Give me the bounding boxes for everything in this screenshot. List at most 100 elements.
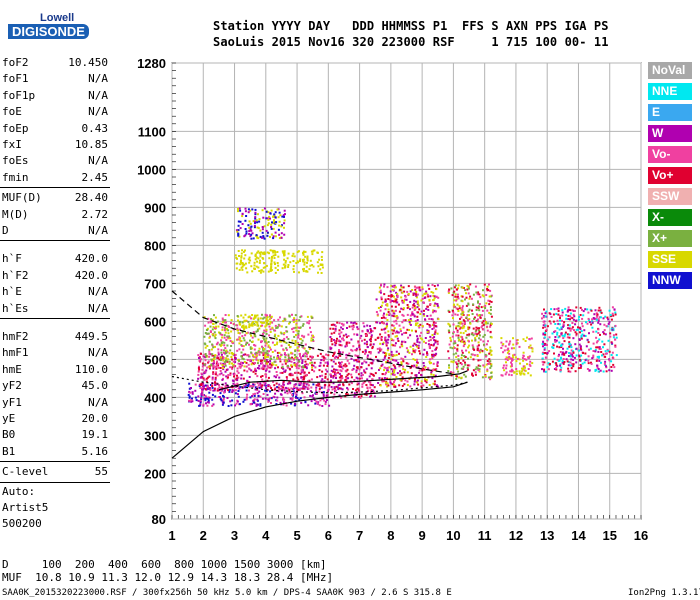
echo-point bbox=[558, 359, 561, 362]
echo-point bbox=[462, 332, 465, 335]
echo-point bbox=[335, 372, 337, 375]
echo-point bbox=[542, 340, 545, 343]
param-name: h`Es bbox=[2, 301, 29, 315]
echo-point bbox=[283, 251, 286, 254]
echo-point bbox=[201, 390, 204, 393]
echo-point bbox=[567, 306, 570, 309]
echo-point bbox=[251, 208, 254, 211]
echo-point bbox=[340, 326, 343, 329]
echo-point bbox=[253, 224, 256, 227]
echo-point bbox=[197, 373, 200, 376]
echo-point bbox=[258, 390, 261, 393]
echo-point bbox=[321, 355, 324, 358]
echo-point bbox=[456, 295, 459, 298]
echo-point bbox=[252, 317, 255, 320]
echo-point bbox=[565, 350, 568, 353]
echo-point bbox=[270, 223, 273, 226]
echo-point bbox=[584, 308, 587, 311]
echo-point bbox=[477, 314, 480, 317]
echo-point bbox=[309, 390, 312, 393]
echo-point bbox=[430, 291, 433, 293]
echo-point bbox=[213, 387, 216, 390]
echo-point bbox=[339, 362, 342, 365]
echo-point bbox=[284, 260, 287, 262]
param-name: foF1p bbox=[2, 88, 36, 102]
echo-point bbox=[244, 254, 247, 257]
echo-point bbox=[302, 370, 305, 373]
echo-point bbox=[255, 351, 258, 354]
echo-point bbox=[543, 308, 545, 311]
echo-point bbox=[296, 346, 299, 349]
echo-point bbox=[469, 283, 472, 286]
echo-point bbox=[583, 334, 586, 337]
echo-point bbox=[275, 327, 278, 329]
echo-point bbox=[521, 367, 523, 370]
echo-point bbox=[284, 354, 287, 356]
echo-point bbox=[581, 362, 584, 365]
param-row: foEp 0.43 bbox=[2, 121, 108, 137]
echo-point bbox=[311, 316, 314, 319]
echo-point bbox=[249, 346, 252, 349]
echo-point bbox=[390, 295, 393, 298]
echo-point bbox=[431, 357, 434, 360]
echo-point bbox=[274, 216, 277, 219]
echo-point bbox=[256, 386, 259, 389]
echo-point bbox=[609, 314, 612, 317]
echo-point bbox=[455, 298, 458, 301]
echo-point bbox=[577, 367, 580, 370]
param-value: 420.0 bbox=[74, 252, 108, 266]
echo-point bbox=[315, 400, 318, 403]
echo-point bbox=[430, 371, 433, 374]
echo-point bbox=[265, 390, 268, 393]
echo-point bbox=[365, 367, 368, 370]
echo-point bbox=[345, 356, 348, 359]
echo-point bbox=[258, 351, 261, 353]
echo-point bbox=[587, 317, 590, 320]
echo-point bbox=[407, 336, 410, 339]
echo-point bbox=[275, 376, 277, 379]
echo-point bbox=[409, 314, 412, 317]
echo-point bbox=[522, 351, 525, 354]
echo-point bbox=[231, 367, 234, 370]
echo-point bbox=[460, 367, 463, 370]
echo-point bbox=[559, 364, 561, 367]
echo-point bbox=[357, 340, 360, 343]
echo-point bbox=[263, 329, 266, 332]
echo-point bbox=[190, 399, 193, 402]
echo-point bbox=[260, 351, 263, 354]
echo-point bbox=[474, 330, 477, 333]
echo-point bbox=[502, 351, 505, 354]
echo-point bbox=[221, 378, 224, 381]
echo-point bbox=[235, 267, 238, 270]
echo-point bbox=[255, 256, 258, 259]
echo-point bbox=[416, 339, 419, 342]
echo-point bbox=[277, 366, 279, 369]
echo-point bbox=[404, 341, 407, 344]
echo-point bbox=[610, 369, 613, 372]
echo-point bbox=[457, 287, 459, 290]
echo-point bbox=[293, 387, 296, 390]
echo-point bbox=[382, 321, 385, 324]
echo-point bbox=[476, 345, 479, 348]
echo-point bbox=[452, 309, 454, 312]
echo-point bbox=[389, 361, 392, 364]
echo-point bbox=[259, 259, 261, 262]
echo-point bbox=[554, 336, 557, 338]
echo-point bbox=[266, 398, 269, 401]
echo-point bbox=[237, 332, 240, 334]
echo-point bbox=[461, 349, 463, 352]
echo-point bbox=[308, 268, 311, 271]
echo-point bbox=[218, 384, 220, 387]
echo-point bbox=[479, 314, 482, 317]
echo-point bbox=[596, 355, 599, 358]
echo-point bbox=[236, 262, 239, 265]
echo-point bbox=[208, 340, 211, 343]
echo-point bbox=[293, 317, 296, 320]
echo-point bbox=[456, 303, 459, 306]
echo-point bbox=[473, 316, 476, 319]
echo-point bbox=[384, 300, 387, 303]
echo-point bbox=[400, 289, 403, 292]
echo-point bbox=[558, 346, 561, 349]
echo-point bbox=[486, 322, 489, 325]
echo-point bbox=[612, 357, 615, 360]
